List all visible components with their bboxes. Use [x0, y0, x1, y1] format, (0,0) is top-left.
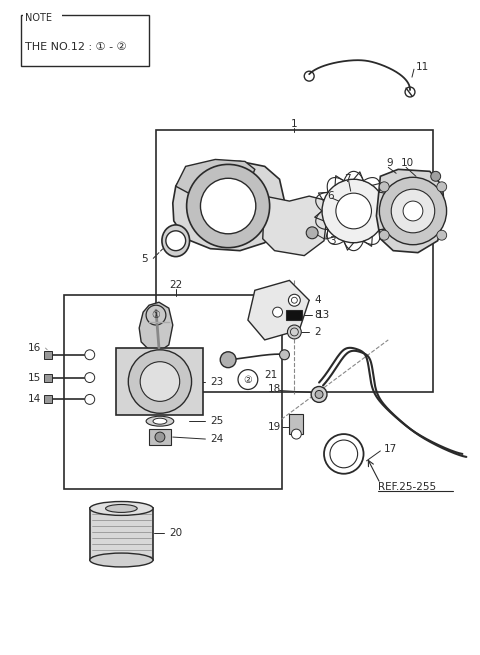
Text: THE NO.12 : ① - ②: THE NO.12 : ① - ②	[24, 43, 126, 52]
Text: 21: 21	[264, 369, 278, 380]
Circle shape	[220, 352, 236, 367]
Ellipse shape	[90, 502, 153, 515]
Circle shape	[85, 373, 95, 383]
Circle shape	[311, 386, 327, 402]
Text: REF.25-255: REF.25-255	[378, 481, 436, 492]
Bar	[44, 351, 52, 359]
Polygon shape	[248, 280, 309, 340]
Circle shape	[140, 362, 180, 402]
Circle shape	[288, 294, 300, 306]
Text: ①: ①	[152, 310, 160, 320]
Circle shape	[85, 394, 95, 404]
Circle shape	[85, 350, 95, 360]
Text: 7: 7	[344, 174, 350, 184]
Text: 15: 15	[27, 373, 41, 383]
Bar	[44, 396, 52, 403]
Circle shape	[187, 164, 270, 248]
Circle shape	[291, 429, 301, 439]
Circle shape	[437, 182, 447, 192]
Bar	[117, 348, 204, 415]
Circle shape	[330, 440, 358, 468]
Text: 4: 4	[314, 295, 321, 305]
Circle shape	[379, 182, 389, 192]
Ellipse shape	[90, 553, 153, 567]
Text: 24: 24	[210, 434, 224, 444]
Circle shape	[437, 231, 447, 240]
Circle shape	[336, 193, 372, 229]
Polygon shape	[139, 302, 173, 352]
Text: 10: 10	[401, 159, 414, 168]
Text: 11: 11	[416, 62, 429, 72]
Polygon shape	[263, 196, 329, 255]
Text: 17: 17	[384, 444, 396, 454]
Text: 6: 6	[327, 191, 334, 201]
Text: 18: 18	[268, 384, 281, 394]
Text: 22: 22	[169, 280, 182, 290]
Ellipse shape	[162, 225, 190, 257]
Polygon shape	[176, 159, 255, 193]
Circle shape	[391, 189, 435, 233]
Text: 2: 2	[314, 327, 321, 337]
Circle shape	[431, 172, 441, 181]
Circle shape	[166, 231, 186, 251]
Bar	[149, 429, 171, 445]
Circle shape	[201, 178, 256, 234]
Bar	[64, 295, 281, 489]
Text: 19: 19	[268, 422, 281, 432]
Text: 3: 3	[329, 236, 336, 246]
Text: 23: 23	[210, 377, 224, 386]
Text: 20: 20	[169, 528, 182, 538]
Text: 14: 14	[27, 394, 41, 404]
Bar	[90, 508, 153, 560]
Text: 9: 9	[386, 159, 393, 168]
Circle shape	[315, 390, 323, 398]
Text: 13: 13	[317, 310, 330, 320]
Circle shape	[128, 350, 192, 413]
Bar	[156, 130, 433, 392]
Text: 25: 25	[210, 416, 224, 426]
Text: 8: 8	[314, 310, 321, 320]
Bar	[44, 373, 52, 382]
Circle shape	[273, 307, 283, 317]
Polygon shape	[173, 161, 285, 251]
Polygon shape	[376, 170, 444, 253]
Circle shape	[155, 432, 165, 442]
Bar	[23, 12, 62, 20]
Text: NOTE: NOTE	[24, 12, 51, 23]
Circle shape	[379, 231, 389, 240]
Text: ②: ②	[243, 375, 252, 384]
Circle shape	[288, 325, 301, 339]
Ellipse shape	[153, 419, 167, 424]
Text: 1: 1	[291, 119, 298, 129]
Text: 16: 16	[27, 343, 41, 353]
Bar	[21, 14, 149, 66]
Circle shape	[403, 201, 423, 221]
Circle shape	[279, 350, 289, 360]
Bar	[289, 414, 303, 434]
Circle shape	[379, 178, 446, 245]
Text: 5: 5	[141, 253, 148, 263]
Ellipse shape	[146, 416, 174, 426]
Circle shape	[306, 227, 318, 239]
Circle shape	[322, 179, 385, 243]
Bar	[287, 310, 302, 320]
Ellipse shape	[106, 504, 137, 512]
